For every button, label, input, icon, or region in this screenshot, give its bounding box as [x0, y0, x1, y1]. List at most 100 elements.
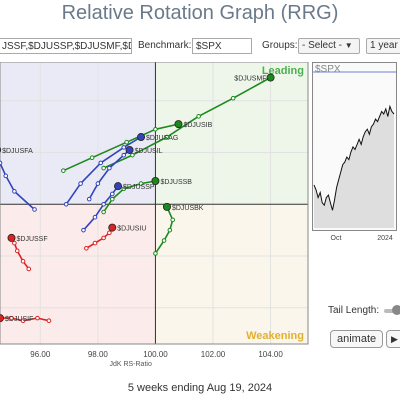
series-tail-point — [92, 214, 98, 220]
series-tail-point — [84, 245, 89, 251]
series-djusil: $DJUSIL — [86, 145, 163, 202]
series-djusmf: $DJUSMF — [101, 73, 275, 171]
series-djusag: $DJUSAG — [63, 133, 178, 207]
series-head-point — [266, 73, 275, 82]
quadrant-label-weakening: Weakening — [246, 330, 304, 342]
series-tail-point — [32, 207, 37, 212]
series-tail-point — [46, 318, 52, 324]
series-djussb: $DJUSSB — [101, 177, 192, 215]
series-head-point — [114, 182, 123, 191]
toolbar: JSSF,$DJUSSP,$DJUSMF,$DJ Benchmark: $SPX… — [0, 38, 400, 56]
series-head-point — [0, 147, 2, 153]
quadrant-weakening — [155, 204, 308, 344]
series-head-point — [137, 133, 146, 142]
tail-length-label: Tail Length: — [328, 305, 380, 316]
x-tick-label: 98.00 — [88, 350, 109, 359]
x-axis-label: JdK RS-Ratio — [109, 361, 152, 368]
series-djusiu: $DJUSIU — [84, 223, 146, 251]
series-tail-point — [92, 240, 98, 246]
series-tail-point — [161, 238, 167, 243]
series-tail-point — [12, 240, 17, 246]
series-tail-point — [109, 191, 115, 197]
series-head-point — [7, 233, 16, 242]
series-tail-point — [101, 235, 106, 241]
series-tail-point — [9, 315, 14, 321]
series-label: $DJUSSB — [160, 179, 192, 186]
series-djussf: $DJUSSF — [7, 233, 48, 272]
series-label: $DJUSIU — [117, 226, 146, 233]
series-tail-point — [26, 266, 32, 272]
series-tail-point — [109, 196, 115, 202]
series-djusib: $DJUSIB — [61, 120, 213, 173]
chevron-down-icon: ▼ — [344, 41, 353, 50]
x-tick-label: 100.00 — [143, 350, 168, 359]
price-x-tick-label: Oct — [331, 235, 342, 242]
price-chart-title: $SPX — [315, 64, 341, 75]
series-tail-point — [35, 315, 40, 321]
animate-button[interactable]: animate — [330, 330, 384, 348]
groups-select[interactable]: - Select - ▼ — [298, 38, 360, 54]
period-caption: 5 weeks ending Aug 19, 2024 — [127, 382, 273, 394]
x-tick-label: 104.00 — [258, 350, 283, 359]
groups-label: Groups: — [262, 40, 298, 51]
series-tail-point — [3, 173, 9, 179]
period-select-value: 1 year — [370, 40, 398, 51]
symbols-input[interactable]: JSSF,$DJUSSP,$DJUSMF,$DJ — [0, 38, 132, 54]
series-tail-point — [167, 227, 173, 233]
tail-length-slider-handle[interactable] — [392, 305, 400, 315]
series-tail-point — [196, 114, 201, 119]
series-tail-point — [153, 251, 158, 256]
quadrant-leading — [155, 62, 308, 205]
series-tail-point — [86, 196, 92, 202]
plot-border — [0, 62, 309, 345]
series-head-point — [108, 223, 117, 232]
series-djusfa: $DJUSFA — [0, 147, 37, 212]
series-tail-point — [78, 181, 83, 186]
series-tail-point — [107, 165, 112, 171]
series-label: $DJUSIB — [183, 122, 212, 129]
series-tail-point — [138, 181, 144, 186]
series-tail-point — [12, 189, 17, 194]
price-line — [313, 104, 395, 211]
series-tail-point — [61, 168, 66, 173]
step-forward-button[interactable]: ▶ — [386, 330, 400, 348]
series-tail-point — [81, 227, 86, 233]
series-djussp: $DJUSSP — [81, 182, 155, 233]
series-label: $DJUSMF — [234, 76, 266, 83]
series-head-point — [174, 120, 183, 129]
series-tail-point — [164, 134, 170, 140]
benchmark-label: Benchmark: — [138, 40, 192, 51]
page-title: Relative Rotation Graph (RRG) — [61, 2, 339, 24]
series-tail-point — [89, 155, 95, 161]
series-label: $DJUSIL — [135, 148, 163, 155]
series-tail-point — [121, 186, 127, 192]
period-select[interactable]: 1 year — [366, 38, 400, 54]
series-tail-point — [230, 95, 236, 101]
series-tail-point — [153, 126, 158, 132]
series-tail-point — [0, 160, 3, 166]
series-tail-point — [101, 165, 106, 171]
series-head-point — [162, 202, 171, 211]
series-head-point — [151, 177, 160, 186]
series-djusbk: $DJUSBK — [153, 202, 204, 256]
benchmark-input[interactable]: $SPX — [192, 38, 252, 54]
series-label: $DJUSAG — [146, 135, 178, 142]
price-x-tick-label: 2024 — [377, 235, 393, 242]
series-head-point — [0, 314, 4, 323]
price-area — [314, 106, 394, 228]
groups-select-value: - Select - — [302, 40, 343, 51]
series-tail — [102, 76, 272, 169]
benchmark-price-chart: $SPX Oct 2024 — [312, 62, 397, 242]
series-tail-point — [121, 152, 127, 158]
series-tail-point — [20, 318, 26, 324]
series-tail-point — [95, 181, 101, 186]
x-tick-label: 102.00 — [201, 350, 226, 359]
series-tail-point — [63, 201, 69, 207]
series-label: $DJUSBK — [172, 205, 204, 212]
series-tail-point — [98, 160, 104, 166]
series-tail-point — [124, 139, 129, 145]
series-head-point — [125, 145, 134, 154]
series-label: $DJUSFA — [2, 148, 33, 155]
series-tail-point — [107, 230, 112, 236]
